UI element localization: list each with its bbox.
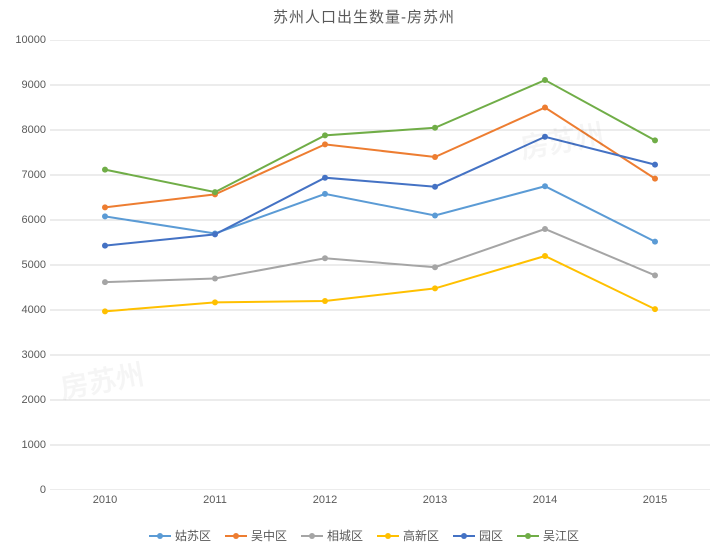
legend-swatch (453, 531, 475, 541)
legend-item: 姑苏区 (149, 527, 211, 544)
legend-swatch (377, 531, 399, 541)
series-marker (432, 125, 438, 131)
series-marker (542, 77, 548, 83)
series-marker (652, 137, 658, 143)
y-tick-label: 10000 (4, 34, 46, 46)
legend-swatch (517, 531, 539, 541)
series-marker (542, 183, 548, 189)
legend-item: 园区 (453, 527, 503, 544)
legend-item: 吴中区 (225, 527, 287, 544)
series-marker (652, 176, 658, 182)
series-marker (212, 299, 218, 305)
series-marker (102, 167, 108, 173)
legend-label: 园区 (479, 527, 503, 544)
y-tick-label: 0 (4, 484, 46, 496)
series-marker (102, 213, 108, 219)
x-tick-label: 2011 (203, 494, 227, 506)
legend-item: 高新区 (377, 527, 439, 544)
series-marker (102, 243, 108, 249)
x-tick-label: 2012 (313, 494, 337, 506)
series-marker (322, 191, 328, 197)
chart-legend: 姑苏区 吴中区 相城区 高新区 园区 吴江区 (0, 527, 728, 544)
series-line (105, 108, 655, 208)
series-marker (542, 134, 548, 140)
x-tick-label: 2015 (643, 494, 667, 506)
legend-swatch (149, 531, 171, 541)
series-marker (212, 276, 218, 282)
legend-label: 吴中区 (251, 527, 287, 544)
y-tick-label: 1000 (4, 439, 46, 451)
y-tick-label: 8000 (4, 124, 46, 136)
x-tick-label: 2013 (423, 494, 447, 506)
series-marker (102, 204, 108, 210)
series-marker (212, 231, 218, 237)
legend-label: 姑苏区 (175, 527, 211, 544)
series-marker (212, 189, 218, 195)
series-marker (652, 162, 658, 168)
series-marker (322, 175, 328, 181)
y-tick-label: 3000 (4, 349, 46, 361)
y-tick-label: 9000 (4, 79, 46, 91)
chart-plot (50, 40, 710, 490)
series-marker (542, 253, 548, 259)
series-marker (322, 255, 328, 261)
legend-label: 高新区 (403, 527, 439, 544)
legend-swatch (225, 531, 247, 541)
series-marker (652, 272, 658, 278)
y-tick-label: 7000 (4, 169, 46, 181)
series-marker (432, 154, 438, 160)
x-tick-label: 2014 (533, 494, 557, 506)
x-tick-label: 2010 (93, 494, 117, 506)
chart-container: 苏州人口出生数量-房苏州 姑苏区吴中区相城区高新区园区吴江区 房苏州 房苏州 0… (0, 0, 728, 550)
series-marker (432, 213, 438, 219)
series-marker (652, 239, 658, 245)
legend-item: 吴江区 (517, 527, 579, 544)
series-marker (322, 298, 328, 304)
y-tick-label: 6000 (4, 214, 46, 226)
series-marker (652, 306, 658, 312)
series-marker (102, 279, 108, 285)
y-tick-label: 5000 (4, 259, 46, 271)
series-marker (102, 308, 108, 314)
y-tick-label: 4000 (4, 304, 46, 316)
legend-item: 相城区 (301, 527, 363, 544)
series-marker (542, 105, 548, 111)
legend-label: 相城区 (327, 527, 363, 544)
series-line (105, 186, 655, 241)
series-marker (322, 132, 328, 138)
series-marker (432, 264, 438, 270)
series-marker (322, 141, 328, 147)
chart-title: 苏州人口出生数量-房苏州 (0, 6, 728, 27)
series-marker (432, 184, 438, 190)
y-tick-label: 2000 (4, 394, 46, 406)
legend-swatch (301, 531, 323, 541)
legend-label: 吴江区 (543, 527, 579, 544)
series-marker (542, 226, 548, 232)
series-line (105, 256, 655, 311)
series-marker (432, 285, 438, 291)
